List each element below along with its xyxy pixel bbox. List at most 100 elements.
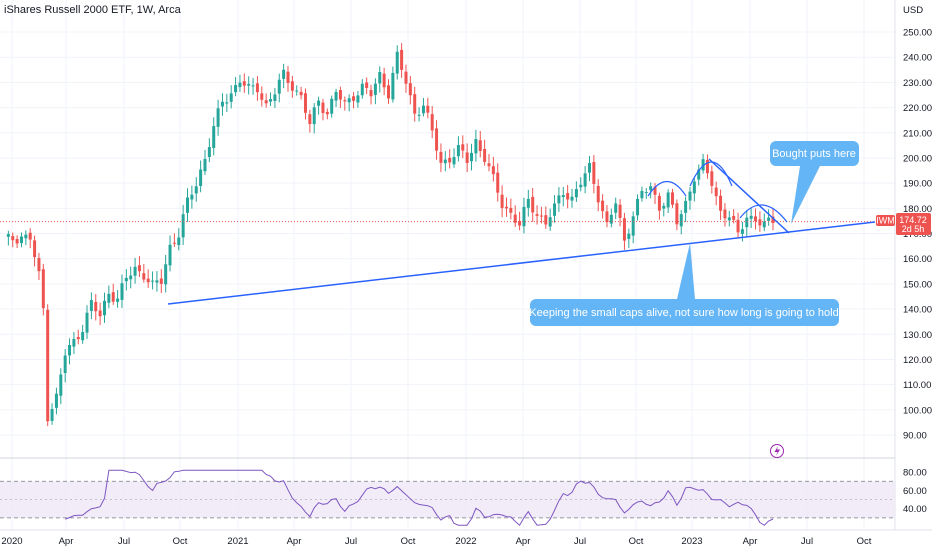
candle-body (636, 198, 640, 216)
candle-body (684, 200, 688, 213)
candle-body (456, 145, 460, 157)
candle-body (325, 111, 329, 115)
candle-body (247, 83, 251, 86)
candle-body (504, 206, 508, 209)
pattern-arc-left[interactable] (647, 180, 687, 197)
descending-trendline[interactable] (708, 158, 790, 234)
candle-body (124, 277, 128, 282)
candle-body (391, 72, 395, 100)
candle-body (688, 191, 692, 201)
candle-body (282, 69, 286, 79)
candle-body (72, 338, 76, 347)
price-tick-label: 90.00 (903, 431, 927, 442)
price-tick-label: 240.00 (903, 53, 932, 64)
candle-body (413, 94, 417, 114)
price-tick-label: 210.00 (903, 128, 932, 139)
candle-body (229, 93, 233, 102)
candle-body (255, 83, 259, 93)
candle-body (435, 128, 439, 151)
candle-body (762, 221, 766, 228)
rsi-axis: 80.00 60.00 40.00 (903, 468, 927, 516)
candle-body (439, 151, 443, 163)
candle-body (164, 264, 168, 285)
candle-body (509, 207, 513, 213)
candle-body (710, 171, 714, 186)
candle-body (548, 217, 552, 227)
candle-body (719, 195, 723, 211)
support-trendline[interactable] (167, 221, 876, 305)
candle-body (343, 100, 347, 102)
candle-body (592, 162, 596, 184)
candle-body (220, 101, 224, 107)
candle-body (395, 51, 399, 74)
candle-body (347, 98, 351, 103)
candle-body (142, 273, 146, 280)
candle-body (299, 91, 303, 96)
candle-body (771, 216, 775, 223)
candle-body (242, 81, 246, 86)
candle-body (59, 374, 63, 396)
candle-body (605, 211, 609, 223)
candle-body (94, 301, 98, 312)
candle-body (692, 181, 696, 194)
candle-body (596, 185, 600, 203)
candle-body (269, 99, 273, 102)
candle-body (697, 169, 701, 180)
callout-keeping-small-caps[interactable]: Keeping the small caps alive, not sure h… (529, 243, 839, 326)
symbol-label: IWM (876, 216, 895, 226)
price-tick-label: 190.00 (903, 179, 932, 190)
candle-body (631, 216, 635, 236)
candle-body (561, 195, 565, 198)
candle-body (408, 83, 412, 96)
lightning-icon[interactable] (770, 444, 784, 458)
candle-body (290, 81, 294, 91)
candle-body (54, 393, 58, 408)
price-tick-label: 220.00 (903, 103, 932, 114)
pattern-arc-right[interactable] (739, 204, 788, 223)
candle-body (767, 217, 771, 221)
price-tick-label: 120.00 (903, 355, 932, 366)
candle-body (732, 215, 736, 220)
candle-body (24, 234, 28, 239)
candle-body (28, 232, 32, 240)
pattern-arc-middle[interactable] (689, 161, 733, 187)
rsi-tick-label: 80.00 (903, 468, 927, 479)
price-tick-label: 140.00 (903, 305, 932, 316)
price-tick-label: 110.00 (903, 380, 931, 391)
candle-body (15, 239, 19, 244)
candle-body (129, 275, 133, 280)
candle-body (452, 157, 456, 165)
candle-body (50, 409, 54, 421)
candle-body (216, 108, 220, 127)
time-tick-label: 2020 (1, 536, 22, 547)
candle-body (98, 310, 102, 317)
candle-body (671, 192, 675, 205)
time-axis[interactable]: 2020 Apr Jul Oct 2021 Apr Jul Oct 2022 Apr Jul Oct 2… (1, 536, 871, 547)
candle-body (76, 336, 80, 340)
time-tick-label: Oct (401, 536, 416, 547)
candle-body (334, 91, 338, 101)
candle-body (11, 236, 15, 241)
candle-body (518, 220, 522, 226)
rsi-pane[interactable]: 80.00 60.00 40.00 (0, 468, 927, 526)
candle-body (387, 85, 390, 99)
candle-body (159, 278, 163, 284)
candle-body (644, 192, 648, 194)
candle-body (609, 214, 613, 224)
candle-body (369, 90, 373, 97)
currency-label: USD (903, 5, 923, 16)
candle-body (400, 49, 404, 70)
callout-bought-puts[interactable]: Bought puts here (770, 141, 859, 224)
candle-body (212, 126, 216, 148)
candle-body (111, 292, 115, 302)
candle-body (102, 300, 106, 316)
candlestick-series[interactable] (6, 43, 775, 427)
candle-body (234, 85, 238, 93)
candle-body (378, 71, 382, 84)
last-price-label: 174.72 (899, 215, 927, 225)
candle-body (649, 186, 653, 191)
price-tick-label: 250.00 (903, 28, 932, 39)
candle-body (754, 216, 758, 222)
candle-body (758, 219, 762, 226)
